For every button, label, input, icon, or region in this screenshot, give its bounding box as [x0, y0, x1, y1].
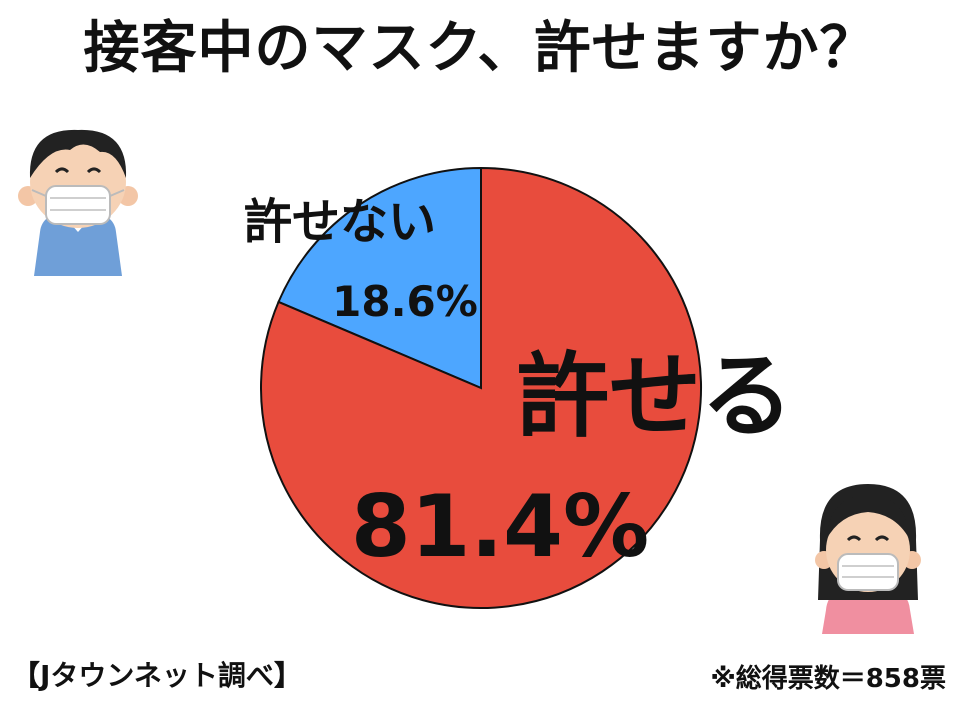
pie-slice-yes: [260, 166, 702, 609]
slice-label-yes: 許せる: [517, 343, 793, 450]
masked-man-icon: [18, 129, 138, 276]
vote-count-note: ※総得票数＝858票: [710, 664, 946, 694]
pie-slices: [260, 166, 702, 609]
slice-value-no: 18.6%: [332, 277, 478, 326]
slice-value-yes: 81.4%: [351, 477, 649, 577]
slice-label-no: 許せない: [244, 194, 436, 250]
source-credit: 【Jタウンネット調べ】: [12, 659, 302, 692]
chart-title: 接客中のマスク、許せますか？: [83, 16, 877, 81]
pie-slice-no: [277, 166, 482, 390]
masked-woman-icon: [815, 484, 921, 634]
